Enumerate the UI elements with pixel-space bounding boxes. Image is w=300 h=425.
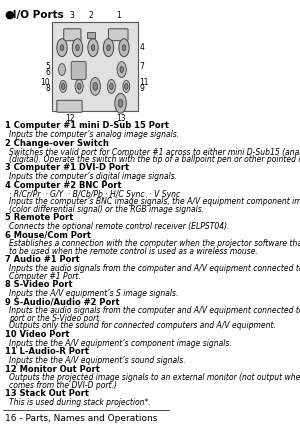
Text: Inputs the computer’s analog image signals.: Inputs the computer’s analog image signa… bbox=[9, 130, 179, 139]
Circle shape bbox=[123, 80, 130, 92]
Circle shape bbox=[88, 39, 98, 57]
Text: 1: 1 bbox=[116, 11, 121, 20]
Text: Inputs the the A/V equipment’s sound signals.: Inputs the the A/V equipment’s sound sig… bbox=[9, 356, 186, 365]
Text: Outputs the projected image signals to an external monitor (not output when the : Outputs the projected image signals to a… bbox=[9, 374, 300, 382]
Text: Outputs only the sound for connected computers and A/V equipment.: Outputs only the sound for connected com… bbox=[9, 321, 276, 330]
Circle shape bbox=[72, 39, 83, 57]
Circle shape bbox=[61, 83, 65, 89]
Text: 2 Change-over Switch: 2 Change-over Switch bbox=[4, 139, 109, 147]
Text: 13: 13 bbox=[116, 114, 125, 123]
Text: Connects the optional remote control receiver (ELPST04).: Connects the optional remote control rec… bbox=[9, 222, 230, 231]
Text: Inputs the audio signals from the computer and A/V equipment connected to the BN: Inputs the audio signals from the comput… bbox=[9, 306, 300, 315]
Bar bbox=[52, 22, 138, 111]
Text: Inputs the the A/V equipment’s component image signals.: Inputs the the A/V equipment’s component… bbox=[9, 339, 232, 348]
Text: (digital). Operate the switch with the tip of a ballpoint pen or other pointed o: (digital). Operate the switch with the t… bbox=[9, 155, 300, 164]
Circle shape bbox=[60, 45, 64, 51]
Circle shape bbox=[122, 45, 126, 51]
Circle shape bbox=[115, 94, 126, 113]
FancyBboxPatch shape bbox=[64, 29, 81, 41]
Circle shape bbox=[117, 62, 126, 77]
Circle shape bbox=[124, 83, 128, 89]
Text: · R/Cr/Pr  · G/Y  · B/Cb/Pb · H/C Sync  · V Sync: · R/Cr/Pr · G/Y · B/Cb/Pb · H/C Sync · V… bbox=[9, 190, 180, 199]
Text: Computer #1 Port.: Computer #1 Port. bbox=[9, 272, 81, 280]
Text: 9 S-Audio/Audio #2 Port: 9 S-Audio/Audio #2 Port bbox=[4, 298, 119, 306]
Circle shape bbox=[75, 79, 83, 94]
FancyBboxPatch shape bbox=[57, 100, 82, 112]
Text: (color differential signal) or the RGB image signals.: (color differential signal) or the RGB i… bbox=[9, 204, 204, 214]
Text: I/O Ports: I/O Ports bbox=[9, 10, 64, 20]
Text: 3 Computer #1 DVI-D Port: 3 Computer #1 DVI-D Port bbox=[4, 163, 129, 173]
Text: Inputs the computer’s digital image signals.: Inputs the computer’s digital image sign… bbox=[9, 173, 177, 181]
Text: Inputs the audio signals from the computer and A/V equipment connected to the: Inputs the audio signals from the comput… bbox=[9, 264, 300, 273]
Text: 5: 5 bbox=[45, 62, 50, 71]
Text: 16 - Parts, Names and Operations: 16 - Parts, Names and Operations bbox=[4, 414, 157, 423]
Circle shape bbox=[107, 79, 116, 94]
Text: 5 Remote Port: 5 Remote Port bbox=[4, 213, 73, 222]
Circle shape bbox=[60, 80, 67, 92]
Text: 6: 6 bbox=[45, 68, 50, 77]
Text: 4: 4 bbox=[140, 43, 144, 52]
FancyBboxPatch shape bbox=[109, 29, 128, 41]
Text: port or the S-Video port.: port or the S-Video port. bbox=[9, 314, 102, 323]
Circle shape bbox=[58, 64, 65, 76]
Circle shape bbox=[118, 99, 123, 107]
Text: 3: 3 bbox=[70, 11, 75, 20]
Text: Inputs the computer’s BNC image signals, the A/V equipment component image signa: Inputs the computer’s BNC image signals,… bbox=[9, 197, 300, 206]
Circle shape bbox=[93, 82, 98, 91]
Text: 1 Computer #1 mini D-Sub 15 Port: 1 Computer #1 mini D-Sub 15 Port bbox=[4, 121, 169, 130]
Circle shape bbox=[103, 39, 114, 57]
Text: ●: ● bbox=[4, 10, 14, 20]
Circle shape bbox=[77, 83, 81, 89]
Text: 10: 10 bbox=[40, 78, 50, 87]
Text: 4 Computer #2 BNC Port: 4 Computer #2 BNC Port bbox=[4, 181, 121, 190]
Circle shape bbox=[57, 39, 67, 57]
Text: 8 S-Video Port: 8 S-Video Port bbox=[4, 280, 72, 289]
Circle shape bbox=[76, 45, 79, 51]
Text: 7 Audio #1 Port: 7 Audio #1 Port bbox=[4, 255, 79, 264]
Text: 12 Monitor Out Port: 12 Monitor Out Port bbox=[4, 365, 100, 374]
Text: 6 Mouse/Com Port: 6 Mouse/Com Port bbox=[4, 230, 91, 239]
Text: 12: 12 bbox=[65, 114, 74, 123]
Circle shape bbox=[110, 83, 113, 89]
Circle shape bbox=[90, 77, 101, 95]
Text: to be used when the remote control is used as a wireless mouse.: to be used when the remote control is us… bbox=[9, 247, 258, 256]
Text: 13 Stack Out Port: 13 Stack Out Port bbox=[4, 389, 88, 398]
Text: 10 Video Port: 10 Video Port bbox=[4, 330, 69, 339]
Text: 11: 11 bbox=[140, 78, 149, 87]
Text: comes from the DVI-D port.): comes from the DVI-D port.) bbox=[9, 381, 117, 390]
Circle shape bbox=[120, 67, 123, 73]
Text: This is used during stack projection*.: This is used during stack projection*. bbox=[9, 398, 151, 407]
FancyBboxPatch shape bbox=[71, 62, 86, 79]
Circle shape bbox=[107, 45, 110, 51]
Circle shape bbox=[119, 39, 129, 57]
Bar bbox=[87, 32, 95, 38]
Text: Switches the valid port for Computer #1 across to either mini D-Sub15 (analog) o: Switches the valid port for Computer #1 … bbox=[9, 147, 300, 156]
Text: Inputs the A/V equipment’s S image signals.: Inputs the A/V equipment’s S image signa… bbox=[9, 289, 178, 298]
Text: 7: 7 bbox=[140, 62, 144, 71]
Text: 8: 8 bbox=[45, 84, 50, 93]
Text: Establishes a connection with the computer when the projector software that is s: Establishes a connection with the comput… bbox=[9, 239, 300, 248]
Text: 2: 2 bbox=[89, 11, 94, 20]
Text: 9: 9 bbox=[140, 84, 144, 93]
Circle shape bbox=[91, 45, 95, 51]
Text: 11 L-Audio-R Port: 11 L-Audio-R Port bbox=[4, 347, 88, 356]
